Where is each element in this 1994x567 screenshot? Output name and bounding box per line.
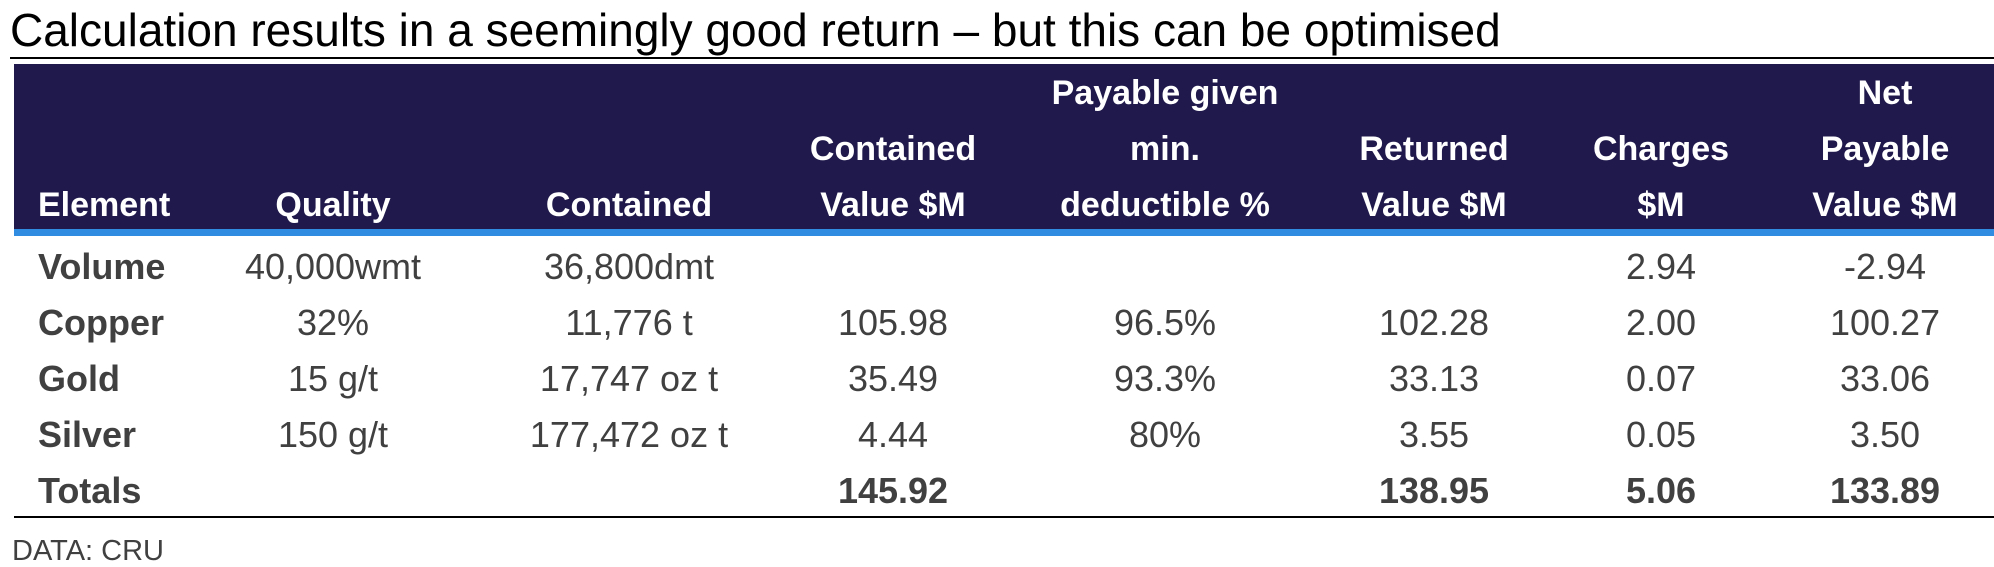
header-accent (14, 229, 1994, 236)
table-cell: 177,472 oz t (529, 414, 729, 455)
title-rule (10, 57, 1994, 59)
table-cell: 3.50 (1849, 414, 1921, 455)
table-cell: 133.89 (1829, 470, 1941, 511)
table-cell: 17,747 oz t (539, 358, 719, 399)
table-cell: 102.28 (1378, 302, 1490, 343)
table-cell: 5.06 (1625, 470, 1697, 511)
row-label: Totals (38, 470, 142, 511)
table-cell: 0.07 (1625, 358, 1697, 399)
row-label: Gold (38, 358, 120, 399)
column-header: Value $M (820, 186, 966, 224)
column-header: deductible % (1060, 186, 1270, 224)
table-cell: 33.06 (1839, 358, 1931, 399)
column-header: Payable given (1051, 74, 1279, 112)
table-cell: 3.55 (1398, 414, 1470, 455)
table-cell: -2.94 (1843, 246, 1927, 287)
column-header: Payable (1820, 130, 1950, 168)
table-cell: 4.44 (857, 414, 929, 455)
table-cell: 0.05 (1625, 414, 1697, 455)
column-header: Element (38, 186, 171, 224)
table-cell: 36,800dmt (543, 246, 715, 287)
row-label: Volume (38, 246, 166, 287)
row-label: Copper (38, 302, 164, 343)
column-header: Charges (1592, 130, 1730, 168)
table-cell: 35.49 (847, 358, 939, 399)
column-header: Contained (809, 130, 977, 168)
table-cell: 105.98 (837, 302, 949, 343)
column-header: min. (1130, 130, 1200, 168)
table-cell: 145.92 (837, 470, 949, 511)
column-header: Net (1857, 74, 1913, 112)
column-header: $M (1637, 186, 1685, 224)
table-cell: 40,000wmt (244, 246, 422, 287)
column-header: Contained (545, 186, 713, 224)
table-cell: 15 g/t (287, 358, 379, 399)
table-cell: 33.13 (1388, 358, 1480, 399)
table-cell: 138.95 (1378, 470, 1490, 511)
column-header: Quality (275, 186, 391, 224)
table-cell: 32% (296, 302, 370, 343)
table-cell: 100.27 (1829, 302, 1941, 343)
table-header (14, 64, 1994, 230)
table-bottom-rule (14, 516, 1994, 518)
table-cell: 2.94 (1625, 246, 1697, 287)
source-note: DATA: CRU (12, 535, 164, 567)
table-cell: 80% (1128, 414, 1202, 455)
table-cell: 150 g/t (277, 414, 389, 455)
table-cell: 93.3% (1113, 358, 1217, 399)
column-header: Returned (1359, 130, 1509, 168)
table-cell: 2.00 (1625, 302, 1697, 343)
column-header: Value $M (1361, 186, 1507, 224)
title: Calculation results in a seemingly good … (10, 4, 1501, 56)
row-label: Silver (38, 414, 137, 455)
column-header: Value $M (1812, 186, 1958, 224)
table-cell: 11,776 t (565, 302, 693, 343)
table-cell: 96.5% (1113, 302, 1217, 343)
